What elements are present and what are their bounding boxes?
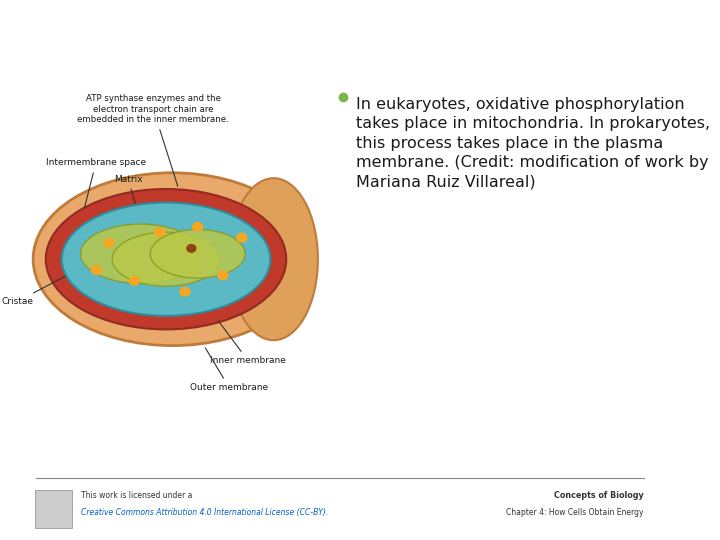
Text: Intermembrane space: Intermembrane space xyxy=(46,158,146,208)
Text: Matrix: Matrix xyxy=(114,174,143,219)
Circle shape xyxy=(192,222,203,231)
Circle shape xyxy=(218,271,228,280)
Circle shape xyxy=(130,276,140,285)
Text: In eukaryotes, oxidative phosphorylation takes place in mitochondria. In prokary: In eukaryotes, oxidative phosphorylation… xyxy=(356,97,710,189)
Text: Cristae: Cristae xyxy=(1,271,75,306)
Ellipse shape xyxy=(33,173,312,346)
Text: cc: cc xyxy=(50,504,58,513)
Circle shape xyxy=(180,287,190,296)
FancyBboxPatch shape xyxy=(35,490,72,528)
Circle shape xyxy=(104,239,114,247)
Circle shape xyxy=(187,245,196,252)
Text: ATP synthase enzymes and the
electron transport chain are
embedded in the inner : ATP synthase enzymes and the electron tr… xyxy=(78,94,229,186)
Text: This work is licensed under a: This work is licensed under a xyxy=(81,491,192,501)
Ellipse shape xyxy=(46,189,287,329)
Circle shape xyxy=(91,266,102,274)
Circle shape xyxy=(237,233,247,242)
Circle shape xyxy=(155,228,165,237)
Text: Chapter 4: How Cells Obtain Energy: Chapter 4: How Cells Obtain Energy xyxy=(506,508,644,517)
Ellipse shape xyxy=(112,232,220,286)
Text: Creative Commons Attribution 4.0 International License (CC-BY).: Creative Commons Attribution 4.0 Interna… xyxy=(81,508,328,517)
Ellipse shape xyxy=(150,230,245,278)
Text: Inner membrane: Inner membrane xyxy=(210,321,287,366)
Text: Concepts of Biology: Concepts of Biology xyxy=(554,491,644,501)
Ellipse shape xyxy=(229,178,318,340)
Ellipse shape xyxy=(62,202,271,316)
Text: Outer membrane: Outer membrane xyxy=(190,348,269,393)
Ellipse shape xyxy=(81,224,201,284)
